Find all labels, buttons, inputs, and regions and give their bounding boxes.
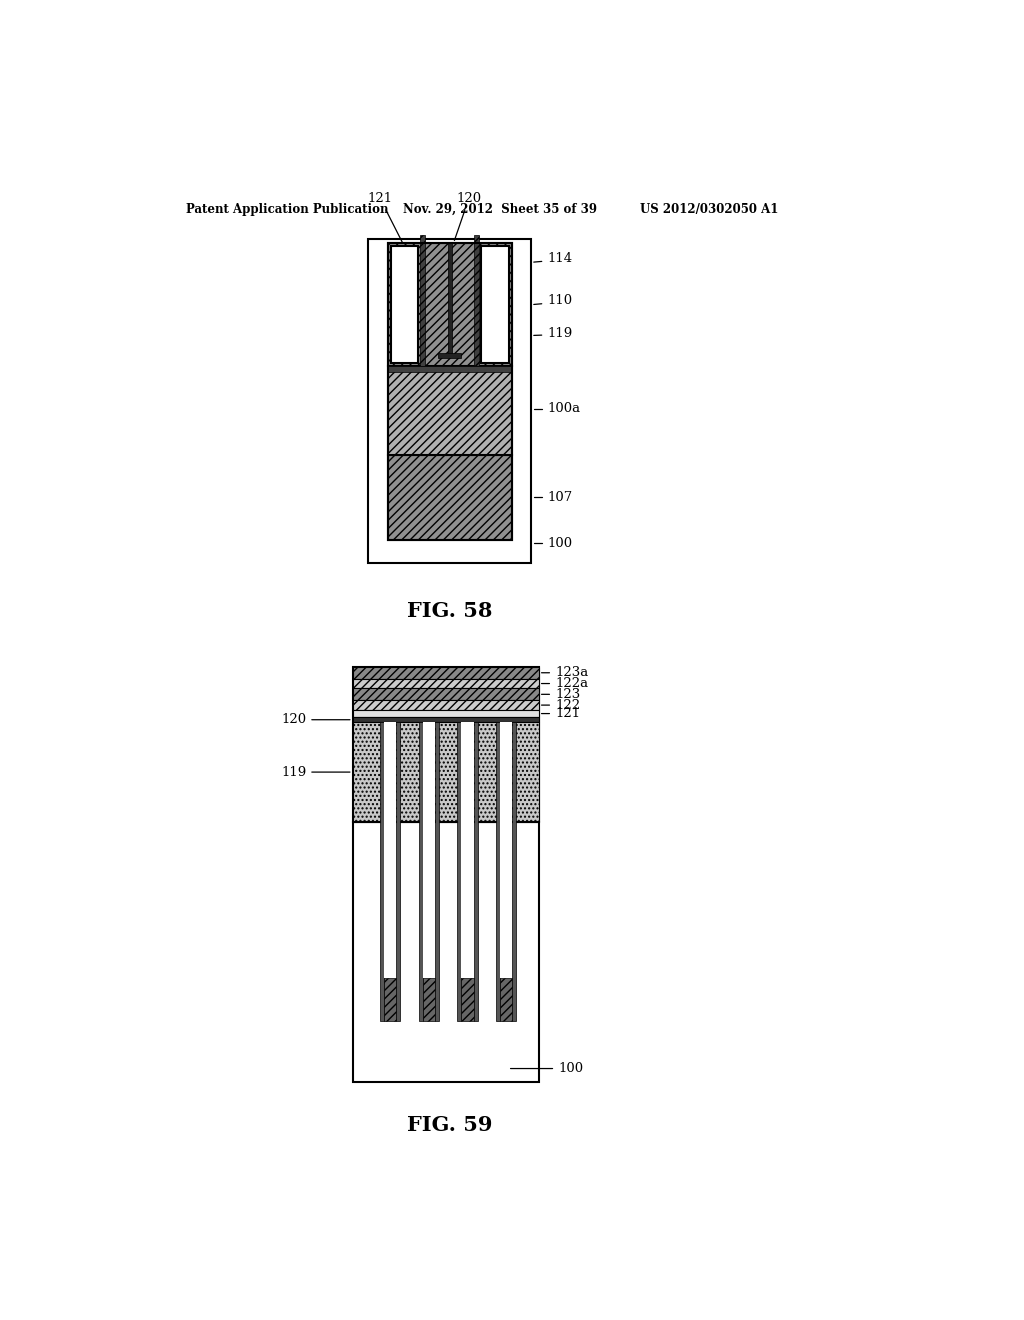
Bar	[388, 367, 512, 455]
Bar	[352, 667, 539, 678]
Bar	[435, 722, 438, 1020]
Text: 123: 123	[542, 688, 581, 701]
Bar	[474, 722, 477, 1020]
Bar	[388, 455, 512, 540]
Bar	[388, 243, 512, 540]
Bar	[369, 239, 531, 562]
Text: 119: 119	[281, 766, 350, 779]
Bar	[458, 722, 461, 1020]
Text: 100: 100	[511, 1063, 584, 1074]
Text: 120: 120	[455, 191, 481, 240]
Bar	[461, 978, 474, 1020]
Text: 121: 121	[368, 191, 402, 243]
Bar	[474, 235, 479, 367]
Text: US 2012/0302050 A1: US 2012/0302050 A1	[640, 203, 778, 216]
Text: 110: 110	[534, 294, 572, 308]
Bar	[438, 354, 461, 358]
Bar	[352, 678, 539, 688]
Bar	[420, 235, 425, 367]
Bar	[396, 722, 400, 1020]
Text: 100: 100	[534, 537, 572, 550]
Bar	[391, 246, 418, 363]
Bar	[423, 722, 435, 978]
Bar	[500, 722, 512, 978]
Text: Nov. 29, 2012  Sheet 35 of 39: Nov. 29, 2012 Sheet 35 of 39	[403, 203, 597, 216]
Bar	[380, 722, 384, 1020]
Text: 122: 122	[542, 698, 581, 711]
Bar	[419, 722, 423, 1020]
Text: 100a: 100a	[534, 403, 581, 416]
Bar	[352, 710, 539, 718]
Bar	[384, 722, 396, 978]
Bar	[352, 667, 539, 1082]
Bar	[423, 978, 435, 1020]
Bar	[388, 367, 512, 372]
Bar	[352, 722, 539, 822]
Bar	[352, 718, 539, 722]
Bar	[500, 978, 512, 1020]
Bar	[449, 243, 452, 355]
Text: Patent Application Publication: Patent Application Publication	[186, 203, 389, 216]
Bar	[352, 688, 539, 701]
Text: 120: 120	[282, 713, 350, 726]
Bar	[512, 722, 516, 1020]
Text: FIG. 58: FIG. 58	[407, 601, 493, 622]
Text: 123a: 123a	[542, 667, 588, 680]
Text: 122a: 122a	[542, 677, 588, 690]
Bar	[388, 243, 512, 367]
Text: 114: 114	[534, 252, 572, 265]
Bar	[496, 722, 500, 1020]
Text: 119: 119	[534, 327, 572, 341]
Text: 121: 121	[542, 708, 581, 721]
Text: FIG. 59: FIG. 59	[407, 1114, 493, 1135]
Bar	[352, 701, 539, 710]
Text: 107: 107	[534, 491, 572, 504]
Bar	[481, 246, 509, 363]
Bar	[384, 978, 396, 1020]
Bar	[461, 722, 474, 978]
